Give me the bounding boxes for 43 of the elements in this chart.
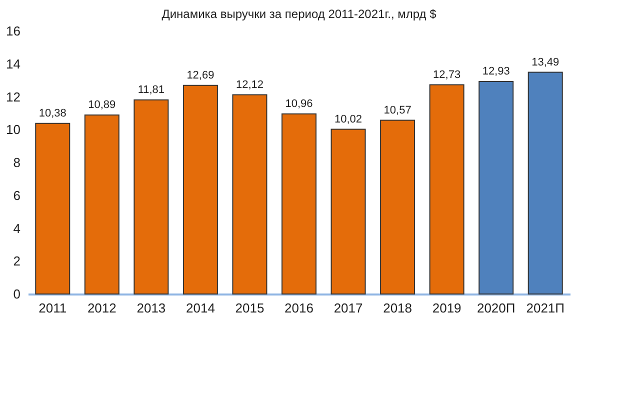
x-tick-label: 2012	[87, 300, 116, 316]
data-label: 12,73	[433, 68, 461, 81]
bar	[528, 72, 563, 294]
y-tick-label: 10	[6, 122, 20, 138]
y-tick-label: 16	[6, 24, 20, 38]
bar	[330, 128, 366, 294]
x-tick-label: 2016	[284, 300, 314, 316]
y-tick-label: 8	[13, 155, 20, 170]
y-tick-label: 14	[6, 56, 20, 72]
x-tick-label: 2013	[136, 300, 166, 316]
x-tick-label: 2021П	[526, 300, 564, 316]
x-tick-label: 2011	[38, 300, 67, 316]
x-tick-label: 2018	[383, 300, 412, 316]
y-tick-label: 2	[13, 254, 20, 269]
bar	[478, 80, 514, 294]
data-label: 10,38	[38, 107, 66, 120]
y-tick-label: 0	[13, 286, 20, 302]
x-tick-label: 2019	[432, 300, 462, 316]
bar	[35, 122, 70, 294]
data-label: 12,93	[482, 65, 510, 78]
x-tick-label: 2015	[235, 300, 264, 316]
data-label: 10,57	[384, 104, 412, 116]
x-tick-label: 2017	[334, 300, 363, 316]
data-label: 11,81	[138, 84, 165, 96]
chart-title: Динамика выручки за период 2011-2021г., млрд $	[162, 7, 437, 21]
x-tick-label: 2014	[186, 300, 215, 316]
bar	[282, 113, 316, 294]
data-label: 12,69	[186, 69, 214, 82]
bar	[380, 120, 416, 294]
y-tick-label: 12	[6, 89, 20, 104]
bar	[232, 94, 268, 294]
x-tick-label: 2020П	[476, 300, 516, 316]
bar	[84, 114, 120, 294]
data-label: 12,12	[236, 78, 264, 91]
bar	[429, 84, 464, 294]
data-label: 10,02	[334, 113, 362, 126]
data-label: 10,89	[88, 98, 116, 111]
bar	[134, 99, 169, 294]
data-label: 10,96	[285, 98, 313, 110]
bar	[182, 84, 218, 294]
y-tick-label: 4	[13, 220, 20, 236]
y-tick-label: 6	[13, 188, 20, 203]
data-label: 13,49	[532, 56, 560, 68]
